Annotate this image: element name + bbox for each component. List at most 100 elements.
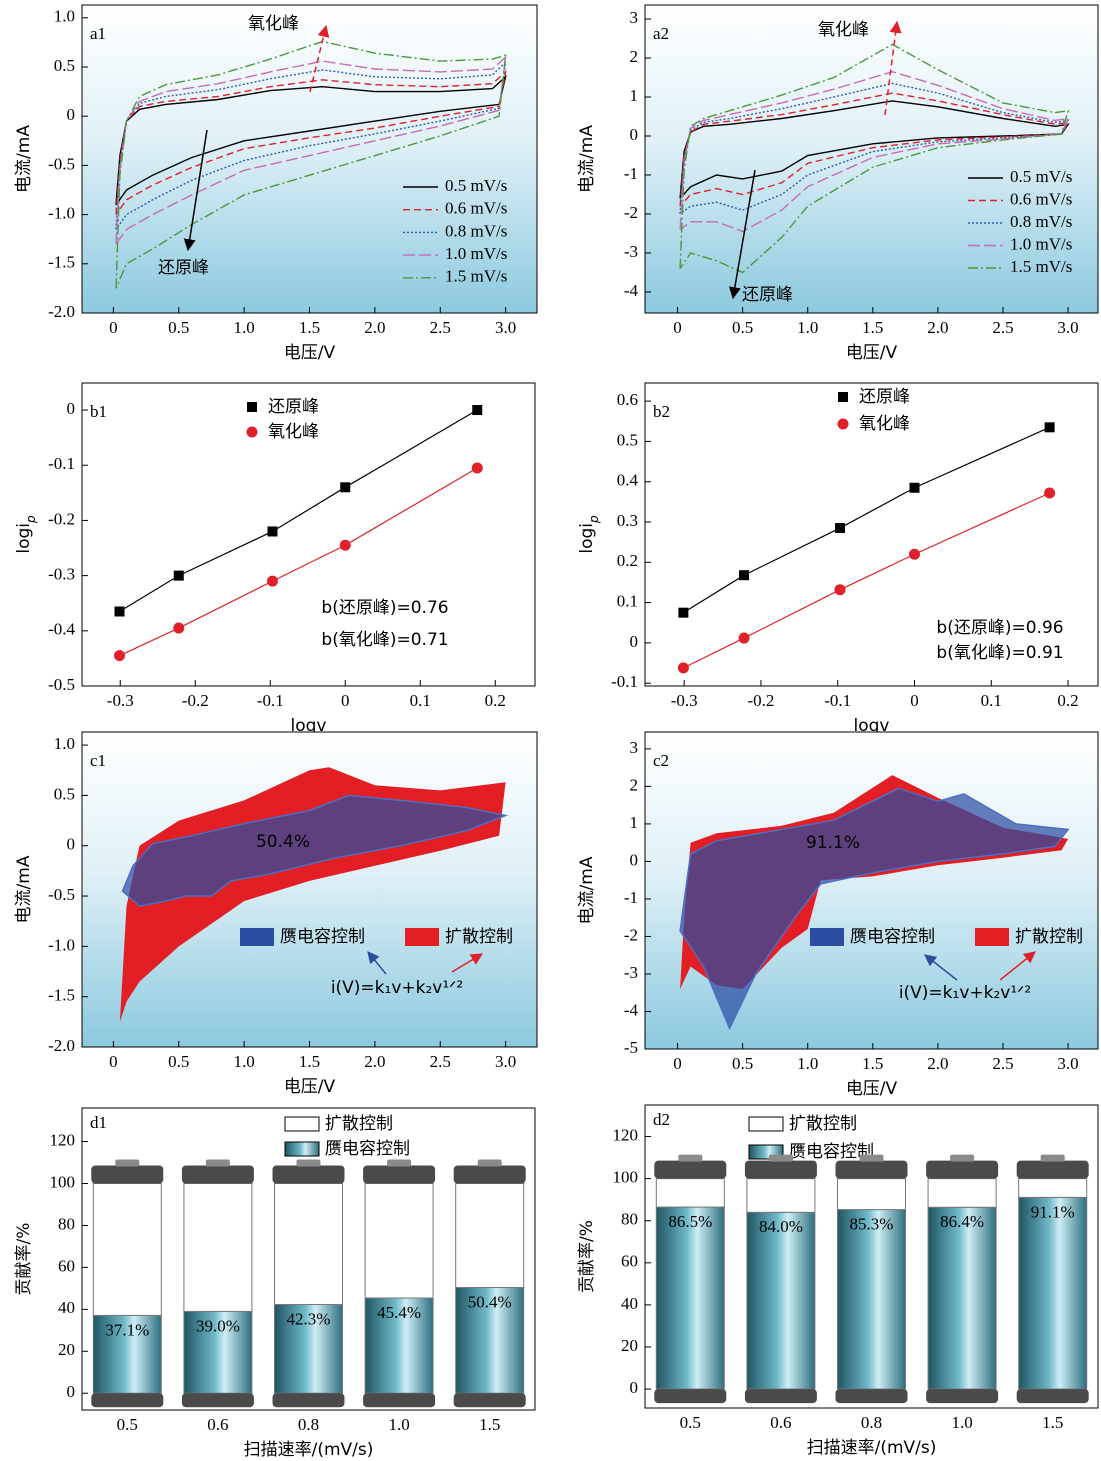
x-tick-label: 0 bbox=[109, 1052, 118, 1071]
panel-label: b2 bbox=[653, 402, 670, 421]
arrow bbox=[884, 20, 902, 116]
y-tick-label: 0.2 bbox=[617, 551, 638, 570]
point bbox=[909, 482, 920, 493]
bar-segment bbox=[837, 1178, 906, 1211]
x-tick-label: 0.6 bbox=[207, 1415, 228, 1434]
bar-segment bbox=[655, 1178, 725, 1208]
panel: -5 -4 -3 -2 -1 0 1 2 3 0 0.5 1.0 1.5 2.0 2.5 3.0 电压/V 电流/… bbox=[577, 731, 1099, 1099]
cv-curve bbox=[115, 55, 507, 245]
y-axis-title: 电流/mA bbox=[577, 856, 597, 924]
x-tick-label: 0 bbox=[673, 1054, 682, 1073]
x-tick-label: 2.5 bbox=[992, 318, 1013, 337]
y-tick-label: -4 bbox=[624, 281, 639, 300]
cv-curve bbox=[115, 69, 507, 216]
bar-segment bbox=[364, 1297, 434, 1394]
battery-cap bbox=[272, 1165, 345, 1184]
x-tick-label: 3.0 bbox=[495, 318, 516, 337]
annotation: 还原峰 bbox=[742, 285, 793, 305]
cv-curve bbox=[115, 40, 507, 289]
bar-segment bbox=[746, 1211, 816, 1390]
y-tick-label: 0.5 bbox=[617, 430, 638, 449]
y-axis-title: logip bbox=[577, 515, 601, 554]
legend-swatch bbox=[246, 426, 258, 438]
legend-label: 0.8 mV/s bbox=[1010, 212, 1072, 231]
arrow bbox=[309, 24, 330, 93]
cv-curve bbox=[679, 92, 1070, 207]
point bbox=[114, 606, 125, 617]
y-axis-title-text: 电流/mA bbox=[577, 856, 597, 924]
plot-background bbox=[82, 383, 535, 686]
y-tick-label: 3 bbox=[630, 738, 639, 757]
legend-swatch bbox=[405, 928, 439, 946]
y-tick-label: -2 bbox=[624, 925, 638, 944]
y-tick-label: 3 bbox=[630, 8, 639, 27]
x-tick-label: 0.5 bbox=[680, 1413, 701, 1432]
x-tick-label: 2.0 bbox=[364, 318, 385, 337]
cv-curve bbox=[115, 74, 507, 206]
annotation: 50.4% bbox=[256, 832, 310, 852]
battery-terminal bbox=[678, 1154, 703, 1162]
y-tick-label: 0 bbox=[67, 399, 76, 418]
y-tick-label: -1.5 bbox=[48, 986, 75, 1005]
y-tick-label: -4 bbox=[624, 1000, 639, 1019]
plot-background bbox=[645, 383, 1098, 686]
x-tick-label: 1.0 bbox=[797, 1054, 818, 1073]
x-axis-title: logv bbox=[854, 716, 890, 736]
panel-label: a2 bbox=[653, 24, 669, 43]
arrow bbox=[367, 951, 387, 975]
arrow bbox=[183, 129, 208, 252]
x-tick-label: 0.5 bbox=[117, 1415, 138, 1434]
y-tick-label: -1.0 bbox=[48, 204, 75, 223]
battery-base bbox=[91, 1393, 164, 1408]
x-tick-label: 0.5 bbox=[732, 318, 753, 337]
y-tick-label: 0 bbox=[67, 105, 76, 124]
y-tick-label: 0.4 bbox=[617, 471, 639, 490]
legend-swatch bbox=[247, 402, 257, 412]
x-tick-label: 1.0 bbox=[797, 318, 818, 337]
x-tick-label: -0.2 bbox=[182, 691, 209, 710]
bar-segment bbox=[837, 1209, 906, 1390]
plot-frame bbox=[81, 4, 538, 314]
battery-terminal bbox=[387, 1159, 412, 1167]
point bbox=[835, 523, 846, 534]
point bbox=[267, 575, 278, 587]
y-tick-label: -3 bbox=[624, 242, 638, 261]
annotation: i(V)=k₁v+k₂v¹ᐟ² bbox=[331, 978, 463, 998]
y-tick-label: -0.5 bbox=[48, 154, 75, 173]
battery-base bbox=[926, 1389, 999, 1404]
area bbox=[679, 787, 1070, 1031]
y-axis-title-text: 贡献率/% bbox=[14, 1223, 34, 1296]
y-tick-label: -0.1 bbox=[611, 672, 638, 691]
value-label: 39.0% bbox=[196, 1316, 240, 1335]
value-label: 37.1% bbox=[105, 1320, 149, 1339]
legend-label: 赝电容控制 bbox=[280, 927, 365, 947]
x-tick-label: -0.2 bbox=[747, 691, 774, 710]
battery-cap bbox=[363, 1165, 436, 1184]
x-tick-label: 0 bbox=[910, 691, 919, 710]
battery-base bbox=[453, 1393, 526, 1408]
y-tick-label: -2.0 bbox=[48, 1036, 75, 1055]
legend-label: 0.5 mV/s bbox=[1010, 167, 1072, 186]
point bbox=[908, 548, 920, 560]
y-tick-label: -0.5 bbox=[48, 885, 75, 904]
legend-swatch bbox=[837, 418, 849, 430]
x-tick-label: 2.0 bbox=[927, 318, 948, 337]
x-tick-label: 1.0 bbox=[234, 318, 255, 337]
plot-area bbox=[679, 43, 1070, 274]
battery-terminal bbox=[1040, 1154, 1065, 1162]
point bbox=[267, 526, 278, 537]
annotation: b(氧化峰)=0.91 bbox=[936, 643, 1063, 663]
x-tick-label: 0.5 bbox=[168, 1052, 189, 1071]
x-tick-label: 2.0 bbox=[927, 1054, 948, 1073]
legend-label: 氧化峰 bbox=[859, 414, 910, 434]
x-tick-label: 1.5 bbox=[299, 1052, 320, 1071]
y-tick-label: -1 bbox=[624, 164, 638, 183]
battery-base bbox=[835, 1389, 908, 1404]
battery-cap bbox=[453, 1165, 526, 1184]
x-tick-label: 0.8 bbox=[861, 1413, 882, 1432]
value-label: 45.4% bbox=[377, 1303, 421, 1322]
panel: -4 -3 -2 -1 0 1 2 3 0 0.5 1.0 1.5 2.0 2.5 3.0 电压/V 电流/mA… bbox=[577, 4, 1099, 363]
legend-label: 扩散控制 bbox=[325, 1114, 393, 1134]
y-tick-label: 0 bbox=[630, 125, 639, 144]
